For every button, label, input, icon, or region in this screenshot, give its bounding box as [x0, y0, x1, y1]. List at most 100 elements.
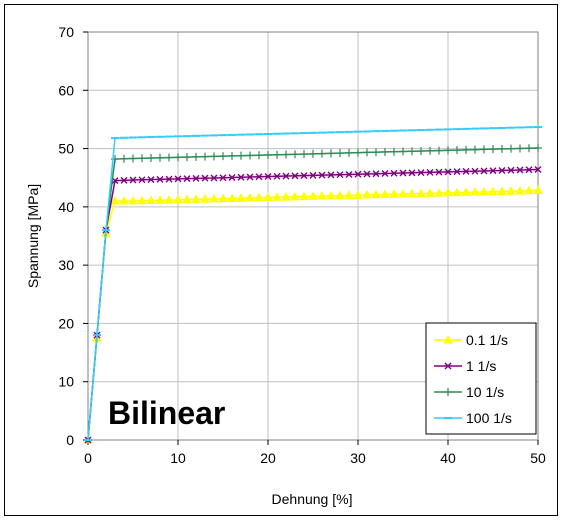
- y-tick-label: 20: [58, 315, 74, 331]
- series-3: [84, 126, 542, 441]
- legend: 0.1 1/s 1 1/s 10 1/s 100 1/s: [425, 322, 537, 435]
- data-point: [327, 149, 335, 158]
- data-point: [434, 188, 444, 197]
- data-point: [219, 174, 227, 182]
- data-point: [336, 149, 344, 158]
- data-point: [228, 173, 236, 181]
- x-tick-label: 10: [170, 450, 186, 466]
- data-point: [156, 153, 164, 162]
- data-point: [183, 153, 191, 162]
- data-point: [426, 168, 434, 176]
- data-point: [119, 196, 129, 205]
- data-point: [182, 194, 192, 204]
- data-point: [318, 149, 326, 158]
- data-point: [372, 170, 380, 178]
- data-point: [344, 190, 354, 199]
- legend-label: 10 1/s: [466, 384, 504, 400]
- data-point: [192, 152, 200, 161]
- data-point: [281, 192, 291, 201]
- data-point: [290, 191, 300, 201]
- data-point: [381, 170, 389, 178]
- data-point: [389, 189, 399, 198]
- legend-marker: [443, 334, 453, 344]
- data-point: [147, 176, 155, 184]
- data-point: [354, 148, 362, 157]
- data-point: [291, 172, 299, 180]
- legend-marker: [444, 362, 452, 370]
- x-axis-title: Dehnung [%]: [272, 491, 353, 507]
- data-point: [372, 148, 380, 157]
- data-point: [191, 194, 201, 203]
- data-point: [254, 192, 264, 202]
- data-point: [120, 154, 128, 163]
- data-point: [471, 167, 479, 175]
- x-tick-label: 30: [350, 450, 366, 466]
- legend-entry: 0.1 1/s: [434, 332, 508, 348]
- data-point: [390, 147, 398, 156]
- data-point: [173, 194, 183, 204]
- data-point: [533, 185, 543, 195]
- data-point: [462, 167, 470, 175]
- data-point: [417, 169, 425, 177]
- y-tick-label: 0: [66, 432, 74, 448]
- data-point: [353, 190, 363, 199]
- data-point: [129, 176, 137, 184]
- x-tick-label: 40: [440, 450, 456, 466]
- x-tick-label: 20: [260, 450, 276, 466]
- data-point: [236, 193, 246, 202]
- data-point: [417, 147, 425, 156]
- data-point: [192, 174, 200, 182]
- data-point: [506, 186, 516, 195]
- data-point: [425, 188, 435, 197]
- data-point: [201, 174, 209, 182]
- data-point: [156, 175, 164, 183]
- data-point: [273, 150, 281, 159]
- data-point: [461, 187, 471, 196]
- data-point: [444, 168, 452, 176]
- data-point: [363, 170, 371, 178]
- data-point: [237, 173, 245, 181]
- legend-label: 100 1/s: [466, 410, 512, 426]
- legend-entry: 1 1/s: [434, 358, 496, 374]
- data-point: [498, 144, 506, 153]
- data-point: [282, 150, 290, 159]
- data-point: [164, 195, 174, 204]
- data-point: [435, 168, 443, 176]
- data-point: [128, 196, 138, 205]
- data-point: [210, 174, 218, 182]
- data-point: [273, 172, 281, 180]
- data-point: [489, 167, 497, 175]
- data-point: [452, 187, 462, 197]
- data-point: [308, 191, 318, 200]
- data-point: [137, 195, 147, 205]
- data-point: [345, 170, 353, 178]
- data-point: [282, 172, 290, 180]
- data-point: [335, 190, 345, 200]
- data-point: [407, 188, 417, 198]
- bilinear-annotation: Bilinear: [108, 395, 225, 431]
- y-tick-label: 50: [58, 141, 74, 157]
- data-point: [129, 154, 137, 163]
- data-point: [497, 186, 507, 195]
- data-point: [183, 175, 191, 183]
- data-point: [138, 176, 146, 184]
- y-tick-label: 30: [58, 257, 74, 273]
- data-point: [218, 193, 228, 203]
- data-point: [516, 166, 524, 174]
- data-point: [408, 147, 416, 156]
- data-point: [165, 175, 173, 183]
- data-point: [147, 154, 155, 163]
- data-point: [255, 173, 263, 181]
- data-point: [380, 189, 390, 199]
- data-point: [399, 169, 407, 177]
- data-point: [480, 167, 488, 175]
- data-point: [245, 192, 255, 202]
- data-point: [200, 194, 210, 203]
- y-tick-label: 70: [58, 24, 74, 40]
- data-point: [327, 171, 335, 179]
- data-point: [444, 146, 452, 155]
- data-point: [300, 150, 308, 159]
- data-point: [354, 170, 362, 178]
- data-point: [398, 189, 408, 198]
